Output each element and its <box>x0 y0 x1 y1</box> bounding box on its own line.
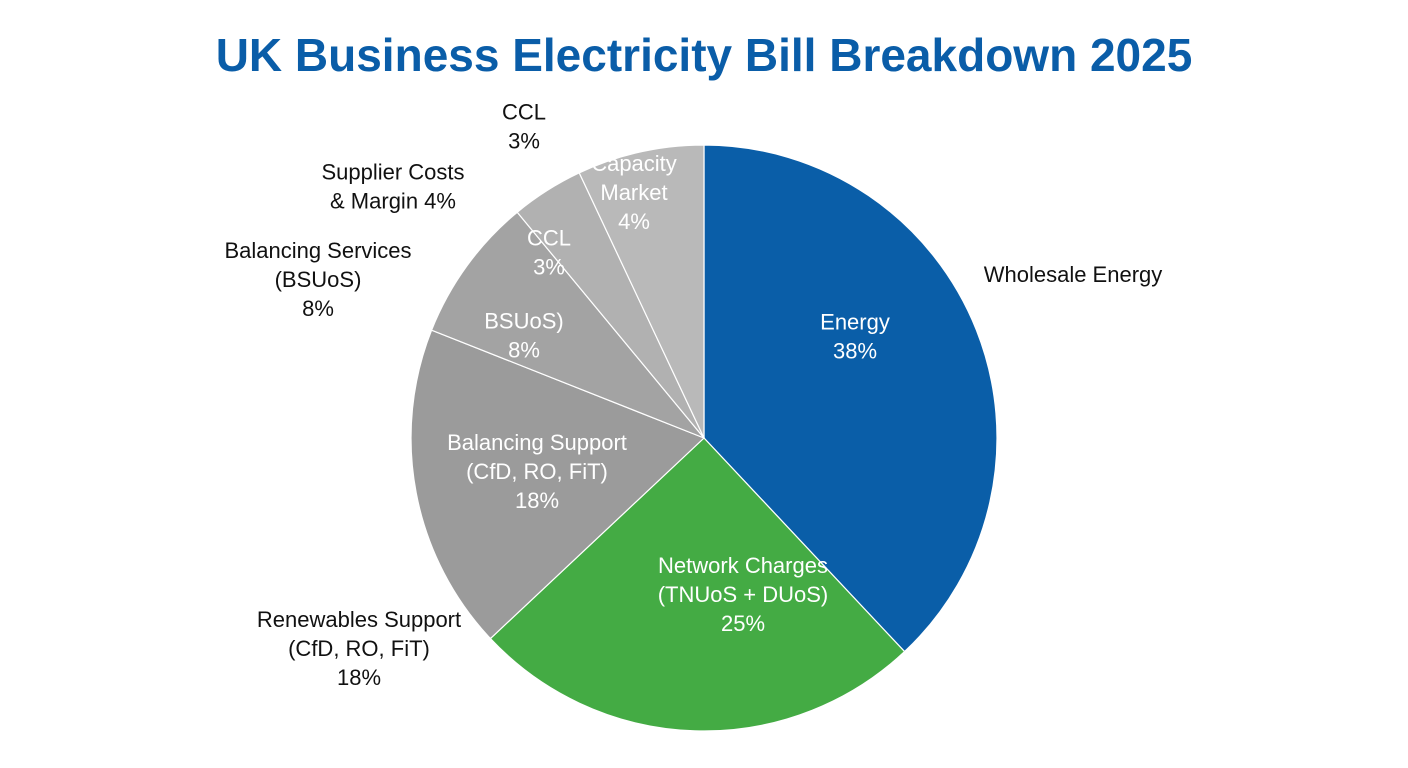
pie-slice <box>430 211 705 439</box>
in-label: 3% <box>533 254 565 279</box>
pie-outside-labels: Wholesale Energy Renewables Support (CfD, … <box>224 99 1162 690</box>
pie-slice <box>489 437 906 732</box>
pie-slice <box>703 144 998 653</box>
chart-title: UK Business Electricity Bill Breakdown 2… <box>215 29 1193 81</box>
in-label: Energy <box>820 309 890 334</box>
in-label: 18% <box>515 488 559 513</box>
in-label: Balancing Support <box>447 430 627 455</box>
in-label: 4% <box>618 209 650 234</box>
ext-label: Balancing Services <box>224 238 411 263</box>
in-label: Capacity <box>591 151 677 176</box>
ext-label: Supplier Costs <box>321 159 464 184</box>
in-label: 25% <box>721 611 765 636</box>
pie-slice <box>578 144 705 439</box>
in-label: CCL <box>527 225 571 250</box>
pie-slices <box>410 144 998 732</box>
in-label: (TNUoS + DUoS) <box>658 582 829 607</box>
in-label: Network Charges <box>658 553 828 578</box>
ext-label: 18% <box>337 665 381 690</box>
ext-label: 3% <box>508 128 540 153</box>
ext-label: 8% <box>302 296 334 321</box>
in-label: BSUoS) <box>484 308 563 333</box>
in-label: Market <box>600 180 667 205</box>
pie-slice <box>410 329 706 640</box>
ext-label: (CfD, RO, FiT) <box>288 636 430 661</box>
ext-label: CCL <box>502 99 546 124</box>
in-label: (CfD, RO, FiT) <box>466 459 608 484</box>
pie-inside-labels: Energy 38% Network Charges (TNUoS + DUoS) 25… <box>447 151 890 636</box>
ext-label: & Margin 4% <box>330 188 456 213</box>
in-label: 38% <box>833 338 877 363</box>
ext-label: (BSUoS) <box>275 267 362 292</box>
ext-label: Renewables Support <box>257 607 461 632</box>
in-label: 8% <box>508 337 540 362</box>
ext-label: Wholesale Energy <box>984 262 1163 287</box>
